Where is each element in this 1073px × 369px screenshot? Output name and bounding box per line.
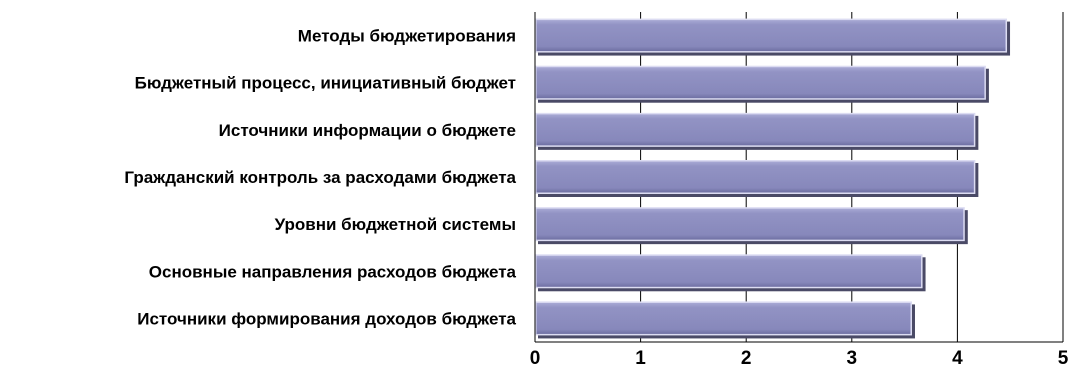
x-tick-label: 0 — [530, 348, 541, 369]
category-label: Уровни бюджетной системы — [275, 215, 516, 234]
x-tick-label: 2 — [741, 348, 752, 369]
category-label: Бюджетный процесс, инициативный бюджет — [135, 74, 516, 93]
category-label: Источники информации о бюджете — [219, 121, 516, 140]
x-tick-label: 1 — [635, 348, 646, 369]
bar — [536, 208, 964, 240]
bar — [536, 20, 1006, 52]
bar — [536, 302, 911, 334]
category-label: Гражданский контроль за расходами бюджет… — [124, 168, 516, 187]
x-tick-label: 3 — [847, 348, 858, 369]
bar — [536, 255, 922, 287]
x-tick-labels: 0 1 2 3 4 5 — [530, 348, 1069, 369]
bar — [536, 67, 985, 99]
category-labels: Методы бюджетирования Бюджетный процесс, … — [124, 27, 516, 329]
bar — [536, 161, 974, 193]
bars — [535, 18, 1011, 339]
category-label: Источники формирования доходов бюджета — [137, 309, 516, 328]
x-tick-label: 4 — [952, 348, 963, 369]
bar — [536, 114, 974, 146]
category-label: Основные направления расходов бюджета — [149, 262, 517, 281]
x-tick-label: 5 — [1058, 348, 1069, 369]
category-label: Методы бюджетирования — [298, 27, 516, 46]
